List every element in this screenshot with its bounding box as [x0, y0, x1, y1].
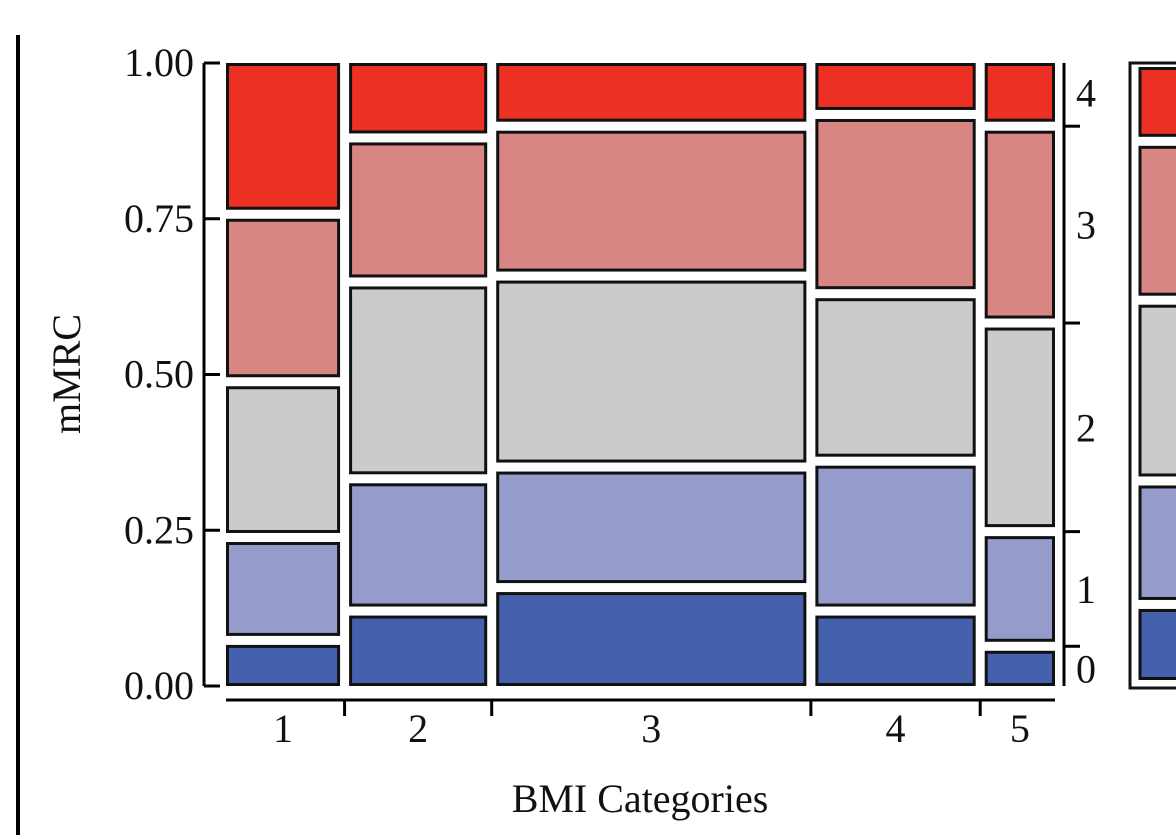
- overall-cell-mmrc1: [1138, 485, 1176, 600]
- mosaic-cell-bmi4-mmrc2: [815, 298, 976, 457]
- x-tick-label: 1: [273, 706, 293, 751]
- x-tick-label: 5: [1010, 706, 1030, 751]
- overall-cell-mmrc3: [1138, 145, 1176, 296]
- right-level-label: 2: [1076, 405, 1096, 450]
- mosaic-cells: [226, 63, 1055, 687]
- mosaic-cell-bmi2-mmrc3: [349, 142, 488, 278]
- mosaic-cell-bmi5-mmrc0: [984, 650, 1055, 687]
- mosaic-cell-bmi1-mmrc1: [226, 541, 341, 636]
- x-tick-label: 3: [641, 706, 661, 751]
- y-tick-label: 0.00: [124, 663, 194, 708]
- y-tick-label: 0.25: [124, 507, 194, 552]
- y-tick-label: 0.50: [124, 352, 194, 397]
- x-tick-label: 2: [408, 706, 428, 751]
- x-axis-title: BMI Categories: [512, 776, 769, 821]
- mosaic-cell-bmi4-mmrc1: [815, 465, 976, 607]
- overall-cell-mmrc4: [1138, 67, 1176, 137]
- mosaic-cell-bmi3-mmrc2: [496, 280, 807, 463]
- mosaic-cell-bmi4-mmrc4: [815, 63, 976, 110]
- y-axis: 0.00 0.25 0.50 0.75 1.00: [124, 40, 220, 708]
- mosaic-cell-bmi3-mmrc4: [496, 63, 807, 122]
- y-tick-label: 0.75: [124, 196, 194, 241]
- mosaic-cell-bmi5-mmrc2: [984, 327, 1055, 528]
- right-level-axis: 0 1 2 3 4: [1062, 63, 1096, 691]
- right-level-label: 1: [1076, 567, 1096, 612]
- mosaic-cell-bmi2-mmrc2: [349, 286, 488, 475]
- mosaic-cell-bmi5-mmrc3: [984, 130, 1055, 319]
- mosaic-cell-bmi2-mmrc1: [349, 483, 488, 607]
- x-axis: 1 2 3 4 5: [226, 698, 1055, 751]
- mosaic-cell-bmi1-mmrc2: [226, 386, 341, 533]
- mosaic-cell-bmi3-mmrc3: [496, 130, 807, 272]
- right-level-label: 3: [1076, 203, 1096, 248]
- right-level-label: 4: [1076, 70, 1096, 115]
- overall-cell-mmrc0: [1138, 608, 1176, 681]
- mosaic-cell-bmi1-mmrc4: [226, 63, 341, 210]
- mosaic-cell-bmi3-mmrc1: [496, 471, 807, 584]
- mosaic-cell-bmi3-mmrc0: [496, 592, 807, 687]
- y-tick-label: 1.00: [124, 40, 194, 85]
- mosaic-cell-bmi4-mmrc3: [815, 118, 976, 290]
- overall-distribution-strip: [1128, 61, 1176, 690]
- mosaic-cell-bmi2-mmrc4: [349, 63, 488, 134]
- mosaic-cell-bmi1-mmrc3: [226, 218, 341, 378]
- overall-cell-mmrc2: [1138, 304, 1176, 477]
- mosaic-cell-bmi1-mmrc0: [226, 644, 341, 686]
- mosaic-cell-bmi4-mmrc0: [815, 615, 976, 686]
- x-tick-label: 4: [886, 706, 906, 751]
- right-level-label: 0: [1076, 646, 1096, 691]
- mosaic-cell-bmi2-mmrc0: [349, 615, 488, 686]
- mosaic-cell-bmi5-mmrc4: [984, 63, 1055, 122]
- y-axis-title: mMRC: [44, 314, 89, 434]
- mosaic-cell-bmi5-mmrc1: [984, 536, 1055, 642]
